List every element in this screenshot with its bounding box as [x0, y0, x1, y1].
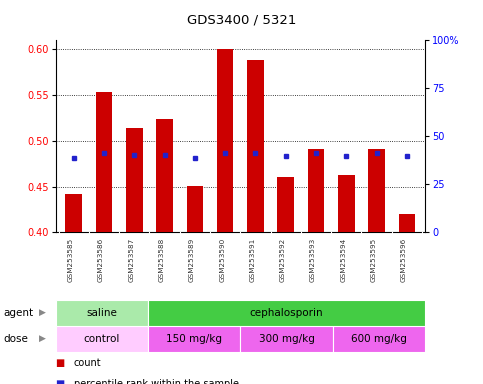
Bar: [247, 60, 264, 232]
Bar: [217, 48, 233, 232]
Text: GSM253596: GSM253596: [401, 238, 407, 282]
Text: agent: agent: [4, 308, 34, 318]
Bar: [148, 300, 425, 326]
Text: ■: ■: [56, 379, 65, 384]
Bar: [333, 326, 425, 352]
Bar: [65, 194, 82, 232]
Text: GSM253587: GSM253587: [128, 238, 134, 282]
Text: GSM253591: GSM253591: [249, 238, 256, 282]
Bar: [96, 93, 113, 232]
Text: 150 mg/kg: 150 mg/kg: [166, 334, 222, 344]
Bar: [156, 119, 173, 232]
Bar: [368, 149, 385, 232]
Bar: [56, 326, 148, 352]
Text: dose: dose: [4, 334, 29, 344]
Text: GSM253585: GSM253585: [68, 238, 74, 282]
Text: cephalosporin: cephalosporin: [250, 308, 323, 318]
Text: ▶: ▶: [39, 334, 45, 343]
Text: GSM253594: GSM253594: [341, 238, 346, 282]
Text: 300 mg/kg: 300 mg/kg: [258, 334, 314, 344]
Text: GSM253595: GSM253595: [370, 238, 377, 282]
Bar: [338, 175, 355, 232]
Text: GDS3400 / 5321: GDS3400 / 5321: [187, 13, 296, 26]
Text: ▶: ▶: [39, 308, 45, 317]
Bar: [148, 326, 241, 352]
Bar: [241, 326, 333, 352]
Bar: [56, 300, 148, 326]
Bar: [277, 177, 294, 232]
Bar: [186, 186, 203, 232]
Text: GSM253593: GSM253593: [310, 238, 316, 282]
Text: GSM253586: GSM253586: [98, 238, 104, 282]
Text: GSM253592: GSM253592: [280, 238, 286, 282]
Text: GSM253589: GSM253589: [189, 238, 195, 282]
Bar: [126, 128, 142, 232]
Text: 600 mg/kg: 600 mg/kg: [351, 334, 407, 344]
Text: ■: ■: [56, 358, 65, 368]
Bar: [398, 214, 415, 232]
Bar: [308, 149, 325, 232]
Text: count: count: [74, 358, 101, 368]
Text: percentile rank within the sample: percentile rank within the sample: [74, 379, 239, 384]
Text: GSM253590: GSM253590: [219, 238, 225, 282]
Text: saline: saline: [86, 308, 117, 318]
Text: GSM253588: GSM253588: [158, 238, 165, 282]
Text: control: control: [84, 334, 120, 344]
